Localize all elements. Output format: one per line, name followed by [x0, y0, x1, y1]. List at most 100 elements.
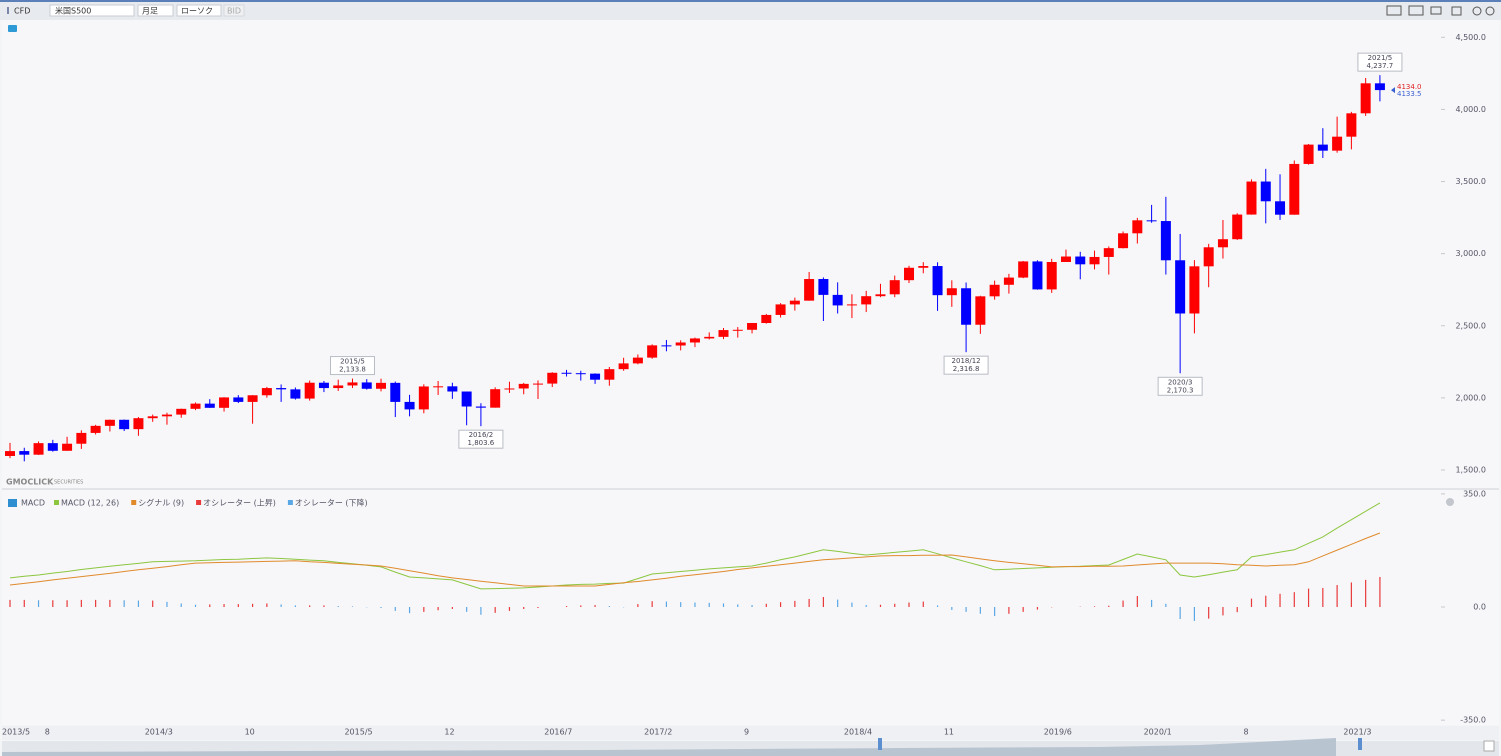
candle-body — [1046, 262, 1057, 290]
x-tick-label: 2021/3 — [1343, 728, 1371, 737]
candle-body — [33, 443, 44, 455]
candle-body — [1232, 214, 1243, 240]
candle-body — [1132, 220, 1143, 234]
annotation-value: 2,133.8 — [339, 366, 366, 374]
macd-title: MACD — [21, 499, 45, 508]
candle-body — [1118, 233, 1129, 249]
candle-body — [1346, 113, 1357, 137]
annotation-date: 2020/3 — [1168, 378, 1193, 386]
x-tick-label: 2020/1 — [1144, 728, 1172, 737]
x-tick-label: 8 — [45, 728, 50, 737]
candle-body — [932, 266, 943, 296]
navigator-handle[interactable] — [1358, 738, 1362, 750]
candle-body — [618, 363, 629, 370]
candle-body — [475, 406, 486, 408]
icon-button[interactable] — [1386, 5, 1402, 16]
candle-body — [661, 345, 672, 347]
x-tick-label: 2016/7 — [544, 728, 572, 737]
candle-body — [832, 294, 843, 306]
x-tick-label: 2014/3 — [145, 728, 173, 737]
candle-body — [547, 372, 558, 384]
annotation-date: 2021/5 — [1368, 54, 1393, 62]
candle-body — [219, 397, 230, 408]
icon-button[interactable] — [1430, 6, 1442, 15]
icon-button[interactable] — [1451, 6, 1462, 16]
candle-body — [276, 388, 287, 390]
candle-body — [789, 300, 800, 305]
chart-style[interactable]: ローソク — [181, 7, 213, 16]
toolbar-icons — [1386, 5, 1495, 16]
candle-body — [433, 386, 444, 388]
candle-body — [47, 443, 58, 451]
annotation-box — [943, 355, 989, 375]
resize-button[interactable] — [1483, 740, 1495, 752]
candle-body — [590, 373, 601, 380]
candle-body — [1260, 181, 1271, 202]
x-axis-band — [2, 726, 1499, 740]
x-tick-label: 11 — [944, 728, 954, 737]
toolbar — [0, 2, 1501, 20]
candle-body — [704, 336, 715, 339]
indicator-button[interactable] — [8, 25, 17, 32]
candle-body — [1003, 277, 1014, 285]
macd-panel — [2, 490, 1499, 725]
candle-body — [447, 386, 458, 392]
top-border — [0, 0, 1501, 2]
candle-body — [190, 403, 201, 409]
icon-button[interactable] — [1472, 6, 1482, 16]
candle-body — [1032, 261, 1043, 290]
price-panel — [2, 20, 1499, 488]
candle-body — [1018, 261, 1029, 278]
x-tick-label: 12 — [444, 728, 454, 737]
candle-body — [718, 330, 729, 337]
close-button[interactable] — [1446, 498, 1454, 506]
symbol[interactable]: 米国S500 — [55, 6, 91, 16]
candle-body — [1160, 221, 1171, 261]
navigator-handle[interactable] — [878, 738, 882, 750]
macd-icon[interactable] — [8, 499, 17, 507]
candle-body — [861, 296, 872, 305]
price-type[interactable]: BID — [227, 7, 241, 16]
candle-body — [989, 284, 1000, 297]
candle-body — [104, 419, 115, 426]
icon-button[interactable] — [1408, 5, 1424, 16]
annotation-box — [458, 429, 504, 449]
price-type-select[interactable] — [223, 4, 245, 17]
candle-body — [133, 418, 144, 430]
candle-body — [846, 304, 857, 306]
x-tick-label: 2017/2 — [644, 728, 672, 737]
interval-select[interactable] — [137, 4, 174, 17]
y-tick-label: 2,000.0 — [1455, 393, 1486, 402]
candle-body — [376, 382, 387, 389]
candle-body — [19, 451, 30, 455]
interval[interactable]: 月足 — [142, 7, 158, 16]
candle-body — [147, 416, 158, 419]
candle-body — [1275, 201, 1286, 215]
icon-button[interactable] — [1485, 6, 1495, 16]
y-tick-label: 3,500.0 — [1455, 177, 1486, 186]
product-type: CFD — [14, 7, 30, 16]
candle-body — [889, 280, 900, 295]
legend-label: オシレーター (下降) — [295, 498, 368, 508]
candle-body — [418, 386, 429, 410]
candle-body — [176, 408, 187, 415]
candle-body — [532, 383, 543, 385]
style-select[interactable] — [176, 4, 222, 17]
annotation-value: 2,170.3 — [1167, 386, 1194, 394]
candle-body — [247, 395, 258, 402]
candle-body — [961, 288, 972, 325]
candle-body — [404, 401, 415, 410]
x-tick-label: 9 — [744, 728, 749, 737]
navigator-area — [2, 738, 1336, 756]
last-price: 4134.0 — [1397, 83, 1422, 91]
candle-body — [689, 338, 700, 343]
annotation-box — [1357, 52, 1403, 72]
last-price: 4133.5 — [1397, 90, 1422, 98]
annotation-box — [329, 356, 375, 376]
candle-body — [304, 382, 315, 399]
symbol-select[interactable] — [49, 4, 135, 17]
legend-swatch — [196, 500, 202, 505]
x-tick-label: 10 — [245, 728, 255, 737]
candle-body — [1075, 256, 1086, 265]
